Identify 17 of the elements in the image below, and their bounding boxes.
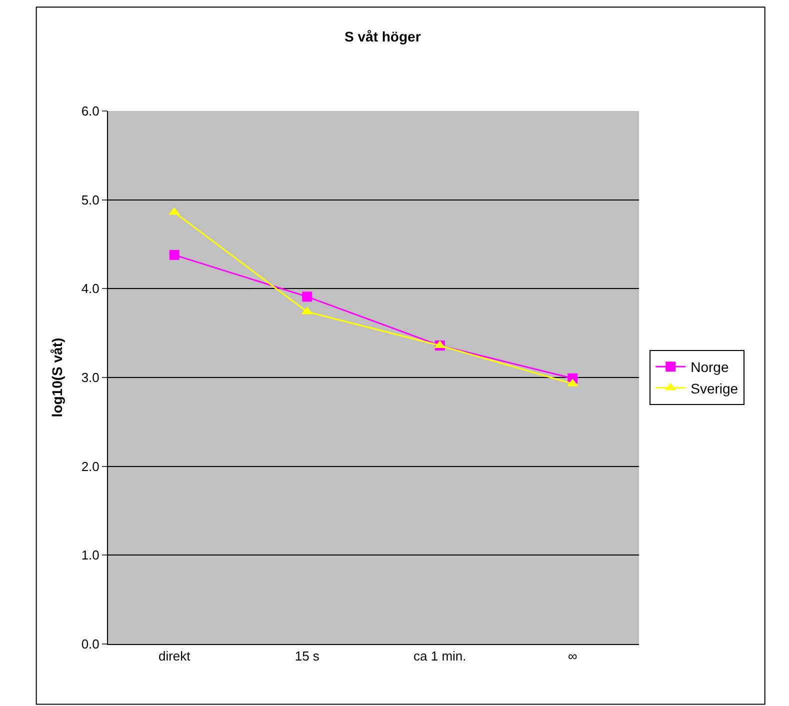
y-tick-label: 5.0 [81,192,100,208]
y-axis-title: log10(S våt) [48,338,65,418]
y-tick-label: 6.0 [81,104,100,119]
x-tick-label: ∞ [568,648,578,664]
point [169,250,180,260]
y-tick-label: 3.0 [81,370,100,386]
y-tick-label: 4.0 [81,281,100,296]
x-tick-label: 15 s [294,648,320,664]
legend-label: Sverige [690,380,738,396]
y-tick-label: 2.0 [81,458,100,474]
y-tick-label: 1.0 [81,548,100,563]
y-tick-label: 0.0 [81,636,100,652]
x-tick-label: direkt [158,648,191,664]
chart-title: S våt höger [344,28,422,45]
legend-label: Norge [690,359,729,376]
point [302,292,312,302]
x-tick-label: ca 1 min. [414,648,466,664]
